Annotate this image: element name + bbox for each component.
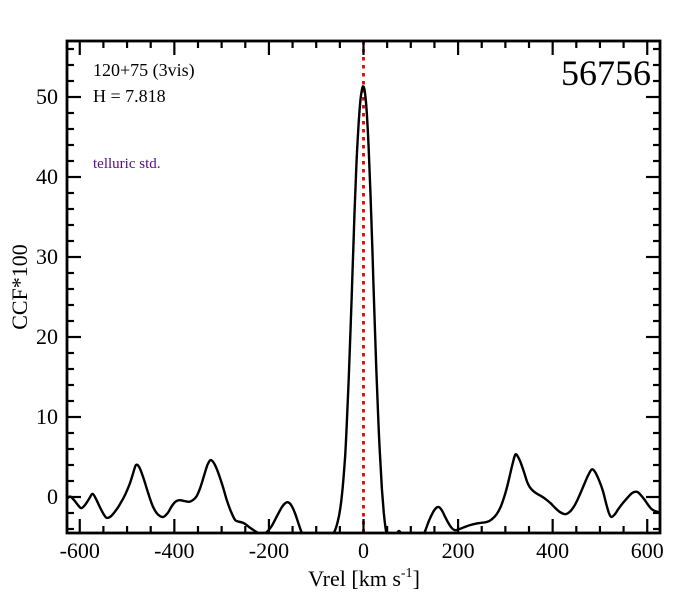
y-tick-label: 30 xyxy=(36,244,58,269)
y-tick-label: 0 xyxy=(47,484,58,509)
x-tick-label: -200 xyxy=(249,538,289,563)
x-tick-label: -400 xyxy=(154,538,194,563)
y-axis-title: CCF*100 xyxy=(7,244,32,330)
y-tick-label: 20 xyxy=(36,324,58,349)
y-tick-label: 50 xyxy=(36,84,58,109)
telluric-std-label: telluric std. xyxy=(93,156,161,172)
epoch-id-label: 56756 xyxy=(561,53,651,93)
x-tick-label: 400 xyxy=(536,538,569,563)
target-label: 120+75 (3vis) xyxy=(93,60,195,80)
ccf-curve xyxy=(67,85,660,533)
x-axis-title: Vrel [km s-1] xyxy=(308,566,420,592)
h-magnitude-label: H = 7.818 xyxy=(93,86,166,106)
y-tick-label: 40 xyxy=(36,164,58,189)
x-tick-label: 0 xyxy=(358,538,369,563)
y-tick-label: 10 xyxy=(36,404,58,429)
x-axis-title-sup: -1 xyxy=(400,565,413,581)
x-axis-title-suffix: ] xyxy=(412,566,420,591)
x-tick-label: -600 xyxy=(60,538,100,563)
x-tick-label: 600 xyxy=(631,538,664,563)
x-axis-title-prefix: Vrel [km s xyxy=(308,566,401,591)
x-tick-label: 200 xyxy=(442,538,475,563)
